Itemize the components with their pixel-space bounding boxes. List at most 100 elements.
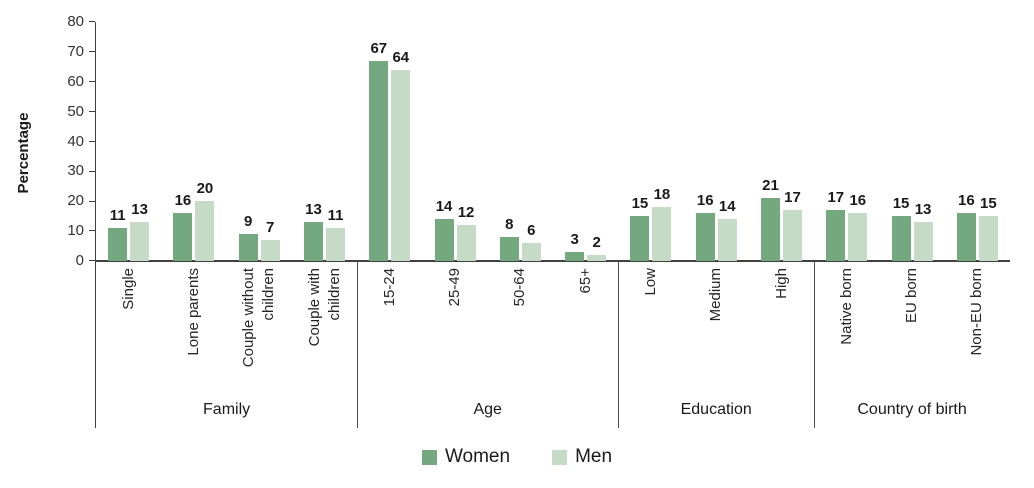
bar-women <box>761 198 780 261</box>
y-tick-mark <box>89 230 95 232</box>
bar-women <box>891 216 911 261</box>
legend-item-men: Men <box>552 446 612 468</box>
bar-women <box>108 228 128 261</box>
y-tick-label: 80 <box>67 13 84 30</box>
category-label-text: Single <box>119 268 137 310</box>
bar-men <box>652 207 672 261</box>
legend-label-women: Women <box>444 446 511 467</box>
value-label-women: 16 <box>696 192 714 210</box>
bar-women <box>695 213 715 261</box>
value-label-women: 16 <box>958 192 975 210</box>
category-label: Medium <box>693 268 739 418</box>
value-label-women: 67 <box>370 39 388 57</box>
bar-women <box>630 216 650 261</box>
value-label-men: 16 <box>849 192 867 210</box>
men-swatch-icon <box>552 449 568 465</box>
value-label-women: 15 <box>892 195 910 213</box>
value-label-men: 13 <box>914 201 932 219</box>
bar-women <box>434 219 454 261</box>
bar-women <box>304 222 323 261</box>
category-label: Native born <box>824 268 870 418</box>
category-label-text: Non-EU born <box>968 268 986 356</box>
value-label-men: 64 <box>392 48 410 66</box>
y-tick-mark <box>89 140 95 142</box>
bar-men <box>587 255 607 261</box>
x-axis-line <box>95 260 1010 262</box>
bar-men <box>717 219 737 261</box>
category-label-text: EU born <box>903 268 921 324</box>
bar-men <box>130 222 150 261</box>
y-tick-mark <box>89 21 95 23</box>
value-label-men: 12 <box>457 204 475 222</box>
y-tick-mark <box>89 51 95 53</box>
group-label-family: Family <box>203 401 251 418</box>
category-label: Single <box>106 268 152 418</box>
y-tick-label: 0 <box>75 252 84 269</box>
bar-men <box>848 213 868 261</box>
value-label-women: 21 <box>762 177 779 195</box>
group-label-country-of-birth: Country of birth <box>857 401 967 418</box>
category-label-text: Low <box>641 268 659 296</box>
value-label-men: 15 <box>980 195 997 213</box>
y-tick-mark <box>89 170 95 172</box>
bar-men <box>260 240 280 261</box>
value-label-women: 13 <box>305 201 322 219</box>
bar-men <box>783 210 802 261</box>
bar-women <box>499 237 519 261</box>
category-label-text: Medium <box>707 268 725 322</box>
value-label-men: 11 <box>327 207 344 225</box>
value-label-men: 17 <box>784 189 801 207</box>
bar-men <box>978 216 998 261</box>
value-label-women: 17 <box>827 189 845 207</box>
bar-men <box>391 69 411 261</box>
y-tick-mark <box>89 260 95 262</box>
category-label-text: 15-24 <box>380 268 398 307</box>
legend: Women Men <box>0 444 1034 470</box>
category-label-text: Lone parents <box>184 268 202 356</box>
value-label-men: 14 <box>718 198 736 216</box>
category-label-text: 50-64 <box>511 268 529 307</box>
y-tick-label: 30 <box>67 162 84 180</box>
bar-women <box>956 213 976 261</box>
category-label-text: High <box>772 268 790 299</box>
category-label: Non-EU born <box>954 268 1000 418</box>
category-label-text: Native born <box>837 268 855 345</box>
value-label-women: 14 <box>435 198 453 216</box>
group-label-education: Education <box>680 401 752 418</box>
value-label-women: 16 <box>174 192 192 210</box>
category-label-text: 25-49 <box>446 268 464 307</box>
bar-men <box>456 225 476 261</box>
y-tick-label: 20 <box>67 192 84 210</box>
category-label: EU born <box>889 268 935 418</box>
value-label-women: 8 <box>505 216 514 234</box>
bar-men <box>326 228 345 261</box>
group-divider <box>618 261 620 428</box>
bar-women <box>173 213 193 261</box>
category-label: Couple with children <box>302 268 348 418</box>
y-tick-mark <box>89 200 95 202</box>
value-label-men: 13 <box>131 201 148 219</box>
category-label: 50-64 <box>497 268 543 418</box>
y-tick-mark <box>89 110 95 112</box>
category-label: 65+ <box>563 268 609 418</box>
value-label-men: 20 <box>196 180 214 198</box>
y-tick-label: 60 <box>67 72 84 90</box>
category-label: High <box>759 268 805 418</box>
y-tick-label: 70 <box>67 42 84 60</box>
value-label-men: 6 <box>527 222 536 240</box>
value-label-women: 3 <box>570 231 579 249</box>
category-label-text: Couple without children <box>240 268 278 368</box>
y-tick-mark <box>89 81 95 82</box>
bar-women <box>826 210 846 261</box>
value-label-men: 18 <box>653 186 671 204</box>
value-label-men: 2 <box>592 234 601 252</box>
women-swatch-icon <box>421 449 437 465</box>
value-label-men: 7 <box>266 219 275 237</box>
legend-item-women: Women <box>421 446 511 468</box>
value-label-women: 15 <box>631 195 649 213</box>
category-label: Couple without children <box>236 268 282 418</box>
group-divider <box>814 261 816 428</box>
group-label-age: Age <box>473 401 502 418</box>
y-axis-title: Percentage <box>15 112 32 194</box>
